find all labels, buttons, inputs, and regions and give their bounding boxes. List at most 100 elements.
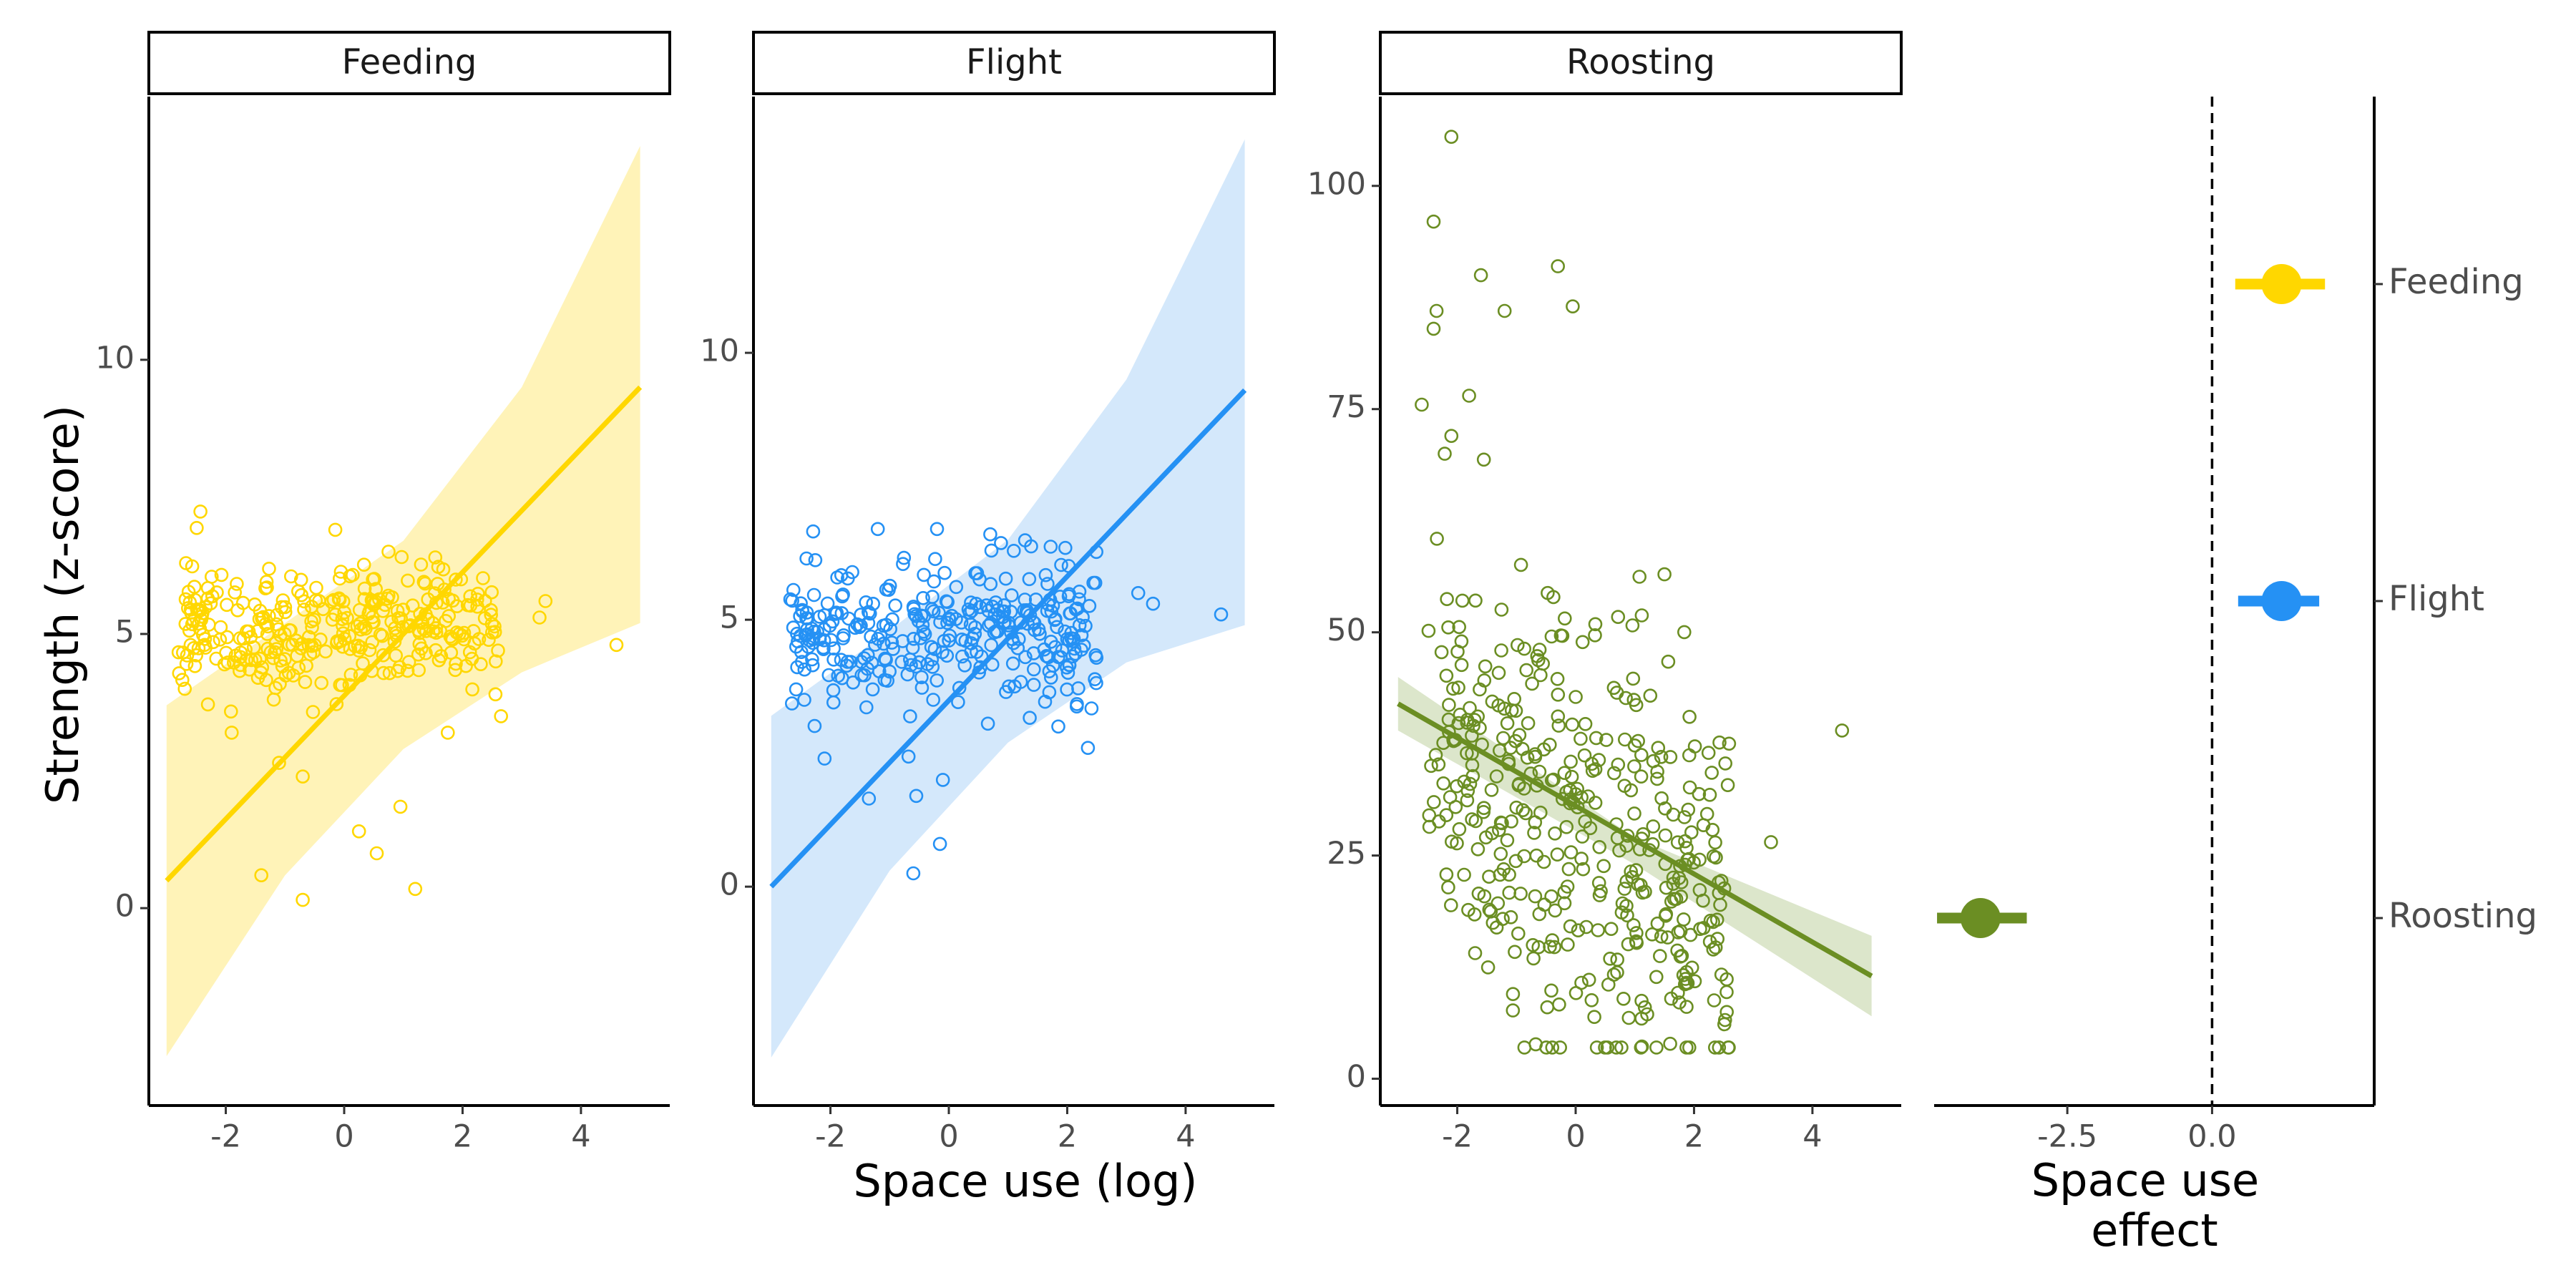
data-point — [259, 673, 273, 688]
data-point — [414, 557, 429, 572]
data-point — [1084, 701, 1099, 716]
data-point — [1553, 628, 1568, 643]
data-point — [1620, 829, 1635, 843]
data-point — [914, 670, 929, 685]
data-point — [182, 623, 197, 638]
data-point — [281, 665, 296, 680]
data-point — [401, 655, 416, 670]
data-point — [1629, 934, 1644, 949]
data-point — [1506, 987, 1521, 1001]
x-tick-label: 4 — [1802, 1119, 1822, 1155]
data-point — [1667, 892, 1682, 906]
data-point — [337, 605, 352, 620]
data-point — [903, 652, 917, 667]
data-point — [297, 602, 311, 617]
data-point — [263, 645, 278, 660]
data-point — [901, 749, 916, 764]
data-point — [1624, 864, 1638, 879]
y-tick-label: 75 — [1327, 389, 1366, 425]
data-point — [1666, 807, 1681, 822]
data-point — [1570, 781, 1584, 796]
data-point — [1511, 926, 1526, 941]
data-point — [1721, 1040, 1736, 1055]
data-point — [1442, 698, 1456, 712]
data-point — [1041, 650, 1056, 665]
category-label: Flight — [2389, 579, 2484, 619]
data-point — [907, 601, 921, 616]
data-point — [930, 673, 944, 688]
data-point — [1682, 780, 1697, 795]
data-point — [343, 642, 358, 656]
data-point — [1634, 769, 1649, 784]
data-point — [1551, 718, 1566, 733]
data-point — [1635, 885, 1650, 900]
data-point — [171, 645, 186, 660]
data-point — [924, 602, 940, 617]
data-point — [1651, 741, 1666, 755]
data-point — [981, 603, 996, 618]
data-point — [476, 571, 490, 585]
data-point — [939, 594, 954, 609]
data-point — [1627, 738, 1642, 753]
data-point — [1513, 887, 1528, 901]
data-point — [1074, 628, 1089, 643]
data-point — [1629, 698, 1644, 713]
data-point — [1521, 716, 1536, 731]
data-point — [1454, 634, 1469, 649]
data-point — [1588, 628, 1602, 643]
data-point — [1679, 1040, 1694, 1055]
data-point — [1060, 660, 1074, 675]
effect-estimate-point — [2261, 581, 2302, 621]
y-tick-label: 0 — [1347, 1059, 1366, 1095]
data-point — [1503, 910, 1518, 924]
data-point — [969, 596, 984, 611]
data-point — [1477, 889, 1492, 904]
data-point — [1618, 732, 1632, 747]
data-point — [914, 680, 930, 695]
data-point — [789, 682, 804, 697]
data-point — [1596, 859, 1611, 874]
data-point — [1682, 709, 1697, 724]
data-point — [1457, 867, 1471, 882]
data-point — [1497, 303, 1512, 318]
data-point — [1018, 650, 1033, 665]
data-point — [1058, 540, 1073, 555]
data-point — [351, 824, 366, 839]
data-point — [1616, 992, 1631, 1006]
data-point — [356, 557, 371, 572]
data-point — [1557, 766, 1572, 780]
data-point — [907, 631, 921, 646]
data-point — [894, 655, 909, 669]
data-point — [1532, 764, 1547, 779]
data-point — [1543, 738, 1557, 752]
data-point — [903, 709, 917, 723]
data-point — [429, 621, 444, 635]
data-point — [1484, 783, 1499, 797]
data-point — [1072, 618, 1087, 633]
data-point — [1615, 896, 1630, 911]
data-point — [958, 633, 973, 648]
data-point — [1492, 823, 1506, 837]
data-point — [1677, 625, 1692, 640]
data-point — [1470, 842, 1485, 857]
data-point — [1451, 716, 1466, 731]
data-point — [1657, 567, 1672, 582]
data-point — [835, 670, 849, 686]
data-point — [937, 633, 952, 648]
data-point — [176, 645, 190, 660]
data-point — [1629, 863, 1644, 877]
data-point — [916, 590, 930, 605]
y-tick-label: 0 — [115, 889, 135, 924]
data-point — [826, 641, 841, 656]
data-point — [1509, 800, 1523, 815]
data-point — [1575, 829, 1589, 844]
data-point — [183, 638, 198, 653]
data-point — [906, 866, 921, 881]
data-point — [1643, 688, 1658, 703]
panel-effect: -2.5 0.0 Feeding Flight Roosting — [1934, 97, 2537, 1155]
data-point — [973, 600, 987, 615]
data-point — [1070, 697, 1084, 711]
data-point — [178, 617, 193, 631]
data-point — [387, 635, 402, 649]
data-point — [1702, 935, 1717, 949]
